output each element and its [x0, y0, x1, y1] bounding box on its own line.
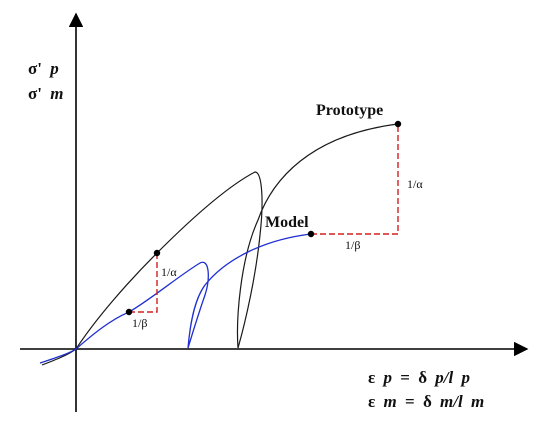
- model-point-lower: [125, 308, 133, 316]
- prototype-curve: [41, 123, 399, 366]
- x-axis-label-line1: ε p = δ p/l p: [368, 368, 470, 387]
- upper-beta-label: 1/β: [345, 238, 360, 252]
- lower-alpha-label: 1/α: [161, 265, 177, 279]
- upper-alpha-label: 1/α: [407, 177, 423, 191]
- x-axis-label-line2: ε m = δ m/l m: [368, 392, 484, 411]
- lower-beta-label: 1/β: [132, 316, 147, 330]
- y-axis-label-line1: σ' p: [28, 59, 59, 78]
- model-label: Model: [265, 214, 309, 231]
- model-curve: [39, 233, 312, 364]
- y-axis-label-line2: σ' m: [28, 84, 63, 103]
- prototype-point-lower: [153, 249, 161, 257]
- lower-ratio-lines: [129, 253, 158, 313]
- prototype-label: Prototype: [316, 102, 383, 119]
- model-point-upper: [307, 230, 315, 238]
- upper-ratio-lines: [311, 124, 399, 235]
- prototype-point-upper: [394, 120, 402, 128]
